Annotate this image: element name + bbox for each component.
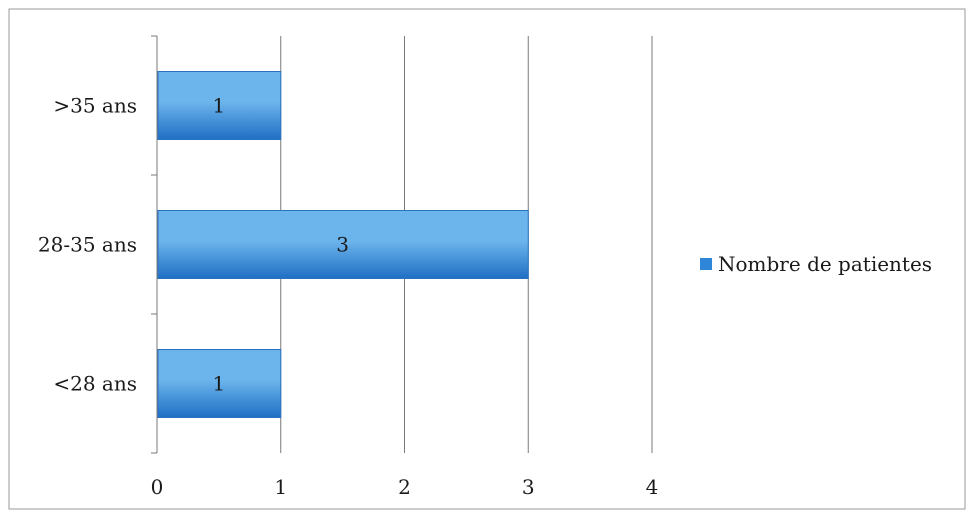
bar-2 (157, 349, 282, 418)
legend-swatch (700, 258, 712, 270)
category-label: <28 ans (53, 372, 137, 396)
bar-1 (157, 210, 529, 279)
category-label: 28-35 ans (38, 233, 137, 257)
bar-0 (157, 71, 282, 140)
x-tick-label: 3 (522, 475, 535, 499)
chart-border (8, 8, 966, 510)
x-tick-label: 4 (646, 475, 659, 499)
labels: 0 1 2 3 4 >35 ans 1 28-35 ans 3 <28 ans 1 (38, 94, 658, 500)
category-label: >35 ans (53, 94, 137, 118)
data-label: 1 (213, 372, 226, 396)
data-label: 1 (213, 94, 226, 118)
legend: Nombre de patientes (700, 252, 932, 276)
x-tick-label: 2 (398, 475, 411, 499)
bars (157, 71, 529, 418)
x-tick-label: 1 (274, 475, 287, 499)
x-tick-label: 0 (151, 475, 164, 499)
data-label: 3 (336, 233, 349, 257)
legend-label: Nombre de patientes (718, 252, 932, 276)
